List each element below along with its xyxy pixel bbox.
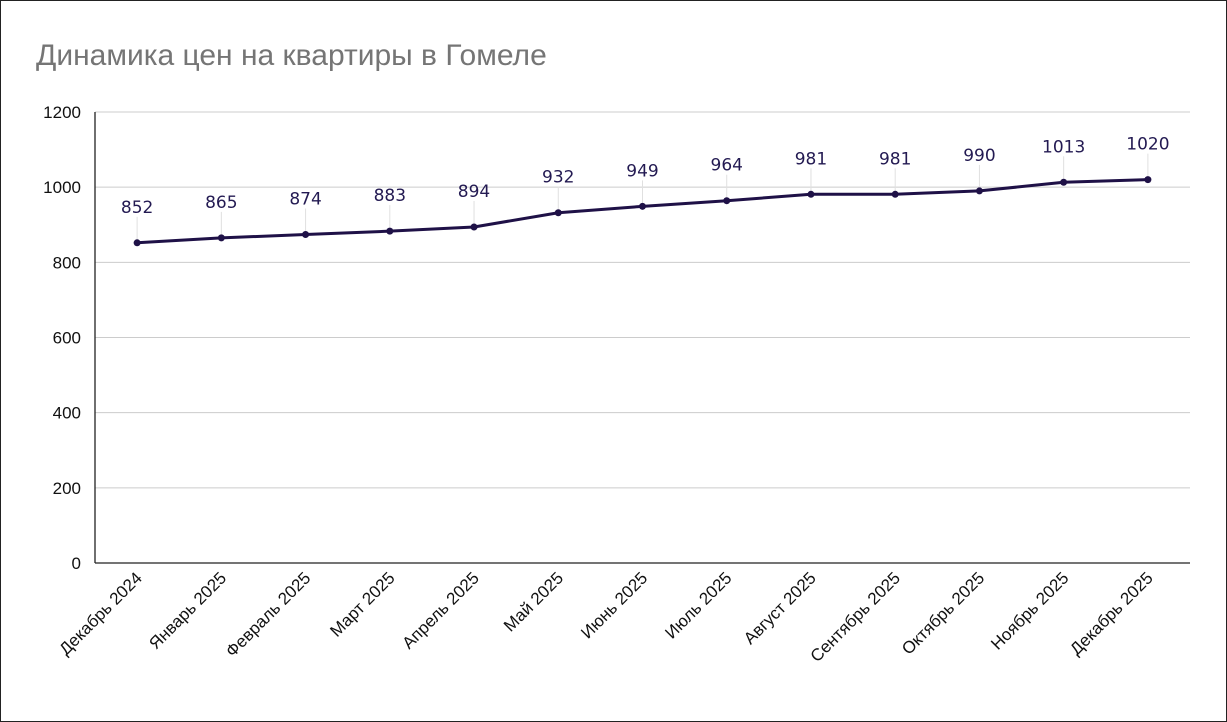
data-label: 852: [121, 198, 153, 218]
x-tick-label: Январь 2025: [145, 568, 230, 653]
x-tick-label: Май 2025: [500, 568, 567, 635]
x-tick-label: Декабрь 2025: [1066, 568, 1156, 658]
x-tick-label: Февраль 2025: [222, 568, 314, 660]
data-label: 932: [542, 168, 574, 188]
y-tick-label: 800: [53, 253, 81, 272]
data-label: 981: [795, 149, 827, 169]
data-point: [386, 227, 394, 235]
data-label: 1020: [1126, 135, 1169, 155]
x-tick-label: Октябрь 2025: [898, 568, 988, 658]
x-tick-label: Апрель 2025: [399, 568, 483, 652]
x-tick-label: Август 2025: [740, 568, 820, 648]
x-tick-label: Ноябрь 2025: [987, 568, 1072, 653]
data-point: [302, 231, 310, 239]
data-point: [975, 187, 983, 195]
data-label: 874: [289, 190, 321, 210]
x-tick-label: Март 2025: [326, 568, 398, 640]
x-tick-label: Декабрь 2024: [56, 568, 146, 658]
y-tick-label: 600: [53, 329, 81, 348]
data-point: [217, 234, 225, 242]
data-point: [723, 197, 731, 205]
data-label: 865: [205, 193, 237, 213]
data-label: 883: [374, 186, 406, 206]
data-label: 949: [626, 161, 658, 181]
y-tick-label: 200: [53, 479, 81, 498]
x-tick-label: Июль 2025: [661, 568, 735, 642]
data-label: 1013: [1042, 137, 1085, 157]
data-point: [639, 202, 646, 210]
data-label: 981: [879, 149, 911, 169]
data-point: [1144, 176, 1152, 184]
data-point: [133, 239, 141, 247]
y-tick-label: 1000: [43, 178, 81, 197]
chart-title: Динамика цен на квартиры в Гомеле: [36, 39, 547, 72]
data-label: 964: [711, 156, 743, 176]
data-point: [470, 223, 478, 231]
y-tick-label: 1200: [43, 103, 81, 122]
data-point: [1060, 178, 1068, 186]
data-point: [891, 190, 899, 198]
y-tick-label: 400: [53, 404, 81, 423]
data-label: 894: [458, 182, 490, 202]
x-tick-label: Сентябрь 2025: [807, 568, 904, 665]
x-tick-label: Июнь 2025: [577, 568, 651, 642]
y-tick-label: 0: [72, 554, 81, 573]
data-point: [554, 209, 562, 217]
data-point: [807, 190, 815, 198]
data-label: 990: [963, 146, 995, 166]
